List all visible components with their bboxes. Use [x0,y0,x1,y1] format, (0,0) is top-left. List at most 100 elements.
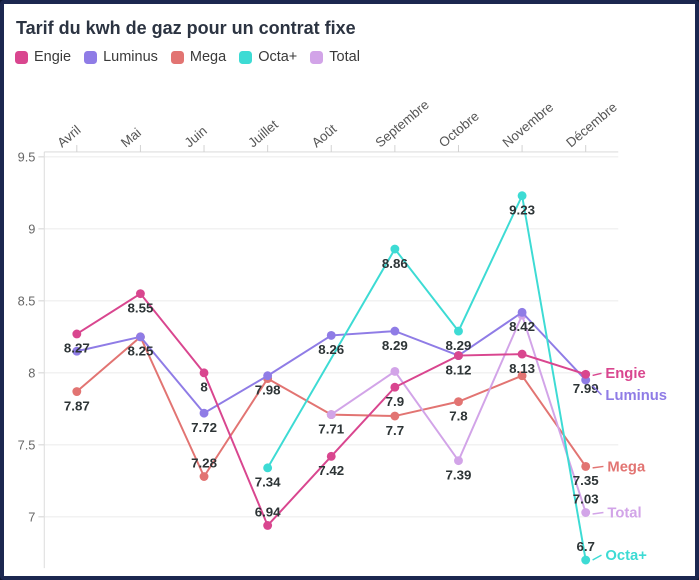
data-point-octa [390,244,400,254]
data-label: 8.29 [382,338,408,353]
data-point-engie [390,382,400,392]
data-point-luminus [390,326,400,336]
data-point-luminus [263,371,273,381]
x-tick-label: Avril [54,122,83,150]
legend-item-total[interactable]: Total [310,49,360,65]
data-label: 8.12 [446,362,472,377]
data-point-octa [454,326,463,336]
x-tick-label: Novembre [500,99,557,150]
series-end-label-luminus: Luminus [605,388,667,404]
data-label: 8.13 [509,361,535,376]
data-point-luminus [517,307,527,317]
legend-label: Mega [189,49,227,65]
data-point-mega [581,461,591,471]
data-point-engie [263,521,273,530]
data-point-engie [454,351,463,361]
y-tick-label: 7.5 [18,437,36,452]
data-point-luminus [199,408,209,418]
y-tick-label: 8 [28,365,35,380]
end-label-connector-mega [592,465,604,469]
legend-swatch-icon [15,50,28,64]
legend-swatch-icon [239,50,253,64]
y-tick-label: 7 [28,509,35,524]
y-tick-label: 8.5 [18,293,36,308]
series-line-octa [266,192,587,561]
data-label: 8.86 [382,256,408,271]
data-label: 7.8 [449,408,468,423]
data-point-luminus [72,346,82,356]
data-point-engie [199,368,209,378]
data-point-engie [135,289,145,299]
series-end-label-octa: Octa+ [605,548,647,564]
data-point-mega [390,411,400,421]
legend-label: Total [329,49,360,65]
data-label: 8.55 [127,300,153,315]
data-point-luminus [135,332,145,342]
data-point-mega [72,387,82,396]
end-label-connector-luminus [592,385,602,396]
x-tick-label: Juin [182,123,210,150]
y-tick-label: 9 [28,221,35,236]
legend-item-engie[interactable]: Engie [15,49,71,65]
data-label: 8.27 [64,341,90,356]
data-point-mega [454,397,463,407]
data-point-engie [326,451,336,461]
legend-item-mega[interactable]: Mega [170,49,227,65]
data-label: 7.28 [191,456,217,471]
x-tick-label: Septembre [372,97,431,150]
data-label: 7.42 [318,463,344,478]
data-label: 7.98 [255,382,281,397]
data-point-octa [517,191,527,201]
data-point-total [454,456,463,466]
data-label: 7.35 [573,473,599,488]
data-label: 8 [200,380,207,395]
data-point-luminus [326,330,336,340]
data-point-engie [517,349,527,359]
legend-item-octa[interactable]: Octa+ [239,49,297,65]
data-label: 6.7 [576,539,595,554]
series-end-label-total: Total [607,505,641,521]
chart-legend: Engie Luminus Mega Octa+ Total [15,49,695,65]
data-label: 8.25 [127,344,153,359]
series-end-label-mega: Mega [607,459,646,475]
data-point-octa [263,463,273,473]
legend-swatch-icon [84,50,98,64]
x-tick-label: Décembre [563,99,620,150]
data-label: 7.71 [318,421,344,436]
x-tick-label: Août [309,121,340,150]
legend-item-luminus[interactable]: Luminus [84,49,158,65]
data-point-total [581,508,591,517]
data-point-mega [199,472,209,481]
data-label: 7.99 [573,381,599,396]
legend-label: Luminus [103,49,158,65]
data-point-engie [581,369,591,379]
end-label-connector-engie [592,372,602,377]
legend-swatch-icon [310,50,324,64]
end-label-connector-total [592,511,604,515]
legend-swatch-icon [170,50,184,64]
data-label: 7.7 [386,423,405,438]
data-label: 8.29 [446,338,472,353]
data-label: 7.39 [446,467,472,482]
data-point-octa [581,555,591,565]
data-label: 7.87 [64,398,90,413]
data-label: 7.72 [191,420,217,435]
data-label: 9.23 [509,202,535,217]
y-tick-label: 9.5 [18,149,36,164]
data-label: 7.34 [255,475,281,490]
data-point-engie [72,329,82,339]
data-point-total [390,366,400,376]
chart-title: Tarif du kwh de gaz pour un contrat fixe [16,18,356,38]
end-label-connector-octa [592,554,602,561]
data-label: 8.26 [318,342,344,357]
data-point-total [326,410,336,420]
series-end-label-engie: Engie [605,366,645,382]
data-label: 7.9 [386,394,405,409]
data-point-mega [517,371,527,381]
data-label: 8.42 [509,319,535,334]
legend-label: Octa+ [258,49,298,65]
x-tick-label: Octobre [436,108,482,150]
data-label: 6.94 [255,505,281,520]
